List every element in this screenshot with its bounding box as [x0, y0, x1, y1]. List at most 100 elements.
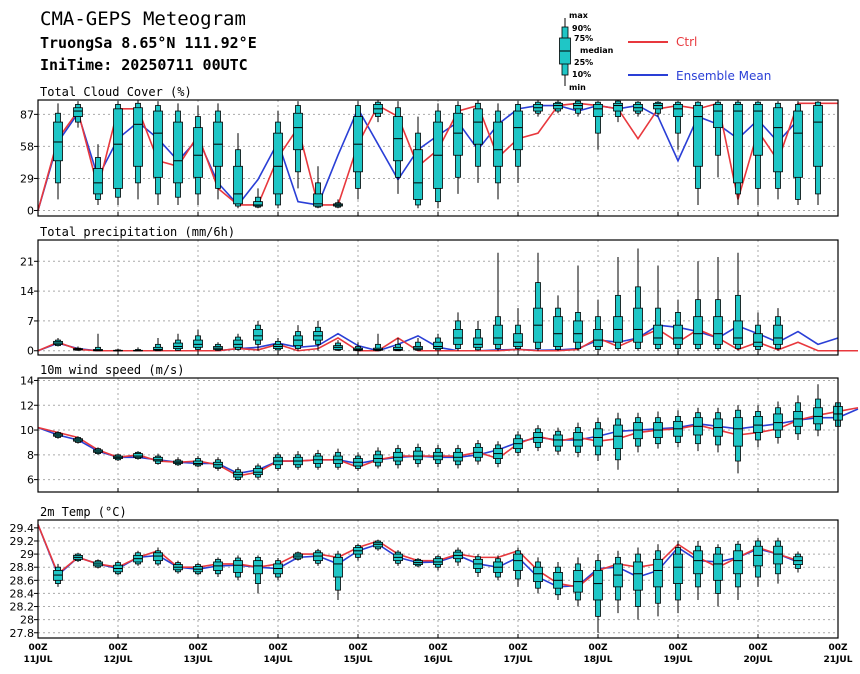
box-plot	[213, 557, 223, 578]
box-iqr	[293, 335, 303, 347]
box-plot	[693, 540, 703, 600]
box-iqr	[473, 337, 483, 348]
box-plot	[373, 100, 383, 123]
box-plot	[773, 308, 783, 351]
box-plot	[93, 447, 103, 455]
x-tick-label: 00Z 11JUL	[24, 643, 53, 665]
box-iqr	[733, 320, 743, 345]
box-plot	[693, 101, 703, 205]
panel-1: Total Cloud Cover (%) 0 29 58 87	[20, 85, 839, 217]
box-plot	[73, 436, 83, 444]
box-iqr	[393, 451, 403, 462]
box-plot	[113, 560, 123, 576]
box-plot	[113, 453, 123, 462]
box-plot	[413, 558, 423, 568]
box-plot	[773, 101, 783, 200]
box-plot	[393, 337, 403, 352]
box-iqr	[193, 460, 203, 466]
box-plot	[753, 101, 763, 205]
box-plot	[793, 395, 803, 440]
box-iqr	[233, 560, 243, 573]
box-plot	[433, 103, 443, 209]
box-iqr	[153, 552, 163, 562]
x-tick-label: 00Z 16JUL	[424, 643, 453, 665]
x-tick-label-date: 12JUL	[104, 655, 133, 665]
box-iqr	[753, 333, 763, 347]
box-plot	[513, 101, 523, 183]
box-iqr	[633, 561, 643, 591]
box-plot	[353, 342, 363, 352]
box-plot	[233, 555, 243, 581]
panel-3: 10m wind speed (m/s) 6 8 10 12 14	[20, 363, 859, 493]
box-iqr	[713, 104, 723, 129]
box-iqr	[253, 329, 263, 341]
box-plot	[313, 548, 323, 566]
box-plot	[353, 543, 363, 561]
box-iqr	[653, 324, 663, 345]
x-tick-label: 00Z 14JUL	[264, 643, 293, 665]
box-plot	[493, 103, 503, 200]
box-plot	[533, 100, 543, 117]
box-iqr	[233, 339, 243, 348]
box-iqr	[613, 102, 623, 112]
legend-box-label: 90%	[572, 24, 591, 33]
box-plot	[653, 265, 663, 351]
box-iqr	[553, 316, 563, 347]
box-plot	[173, 103, 183, 205]
box-plot	[253, 463, 263, 480]
box-plot	[633, 101, 643, 117]
box-plot	[813, 384, 823, 437]
box-iqr	[453, 112, 463, 156]
y-tick-label: 6	[27, 474, 34, 487]
box-iqr	[53, 121, 63, 162]
x-tick-label-time: 00Z	[348, 643, 368, 653]
box-plot	[293, 101, 303, 189]
box-iqr	[773, 545, 783, 565]
box-plot	[253, 188, 263, 209]
legend-mean-label: Ensemble Mean	[676, 69, 771, 83]
box-plot	[573, 422, 583, 458]
box-plot	[373, 447, 383, 469]
box-iqr	[753, 416, 763, 433]
box-plot	[733, 540, 743, 600]
box-plot	[313, 166, 323, 209]
box-plot	[53, 431, 63, 439]
legend-ctrl-label: Ctrl	[676, 35, 697, 49]
legend-box-label: 75%	[574, 34, 593, 43]
box-plot	[553, 427, 563, 455]
box-iqr	[553, 434, 563, 447]
box-iqr	[693, 550, 703, 575]
box-plot	[393, 550, 403, 566]
box-iqr	[313, 552, 323, 562]
box-outer-range	[715, 101, 721, 156]
y-tick-label: 7	[27, 315, 34, 328]
box-plot	[593, 299, 603, 351]
x-tick-label-date: 16JUL	[424, 655, 453, 665]
box-plot	[693, 407, 703, 452]
box-iqr	[493, 324, 503, 345]
box-iqr	[573, 320, 583, 343]
box-plot	[613, 100, 623, 123]
box-plot	[193, 105, 203, 205]
panel-2: Total precipitation (mm/6h) 0 7 14 21	[20, 225, 858, 358]
box-plot	[573, 265, 583, 351]
x-tick-label: 00Z 20JUL	[744, 643, 773, 665]
x-tick-label: 00Z 15JUL	[344, 643, 373, 665]
box-plot	[653, 411, 663, 449]
box-plot	[113, 348, 123, 352]
box-iqr	[653, 558, 663, 588]
box-plot	[193, 562, 203, 576]
box-iqr	[313, 193, 323, 207]
box-plot	[473, 320, 483, 351]
y-tick-label: 0	[27, 345, 34, 358]
box-iqr	[253, 560, 263, 575]
box-plot	[513, 547, 523, 587]
y-tick-label: 28.2	[10, 601, 35, 614]
location-label: TruongSa 8.65°N 111.92°E	[40, 34, 257, 52]
legend-box-label: min	[569, 83, 586, 92]
box-iqr	[333, 556, 343, 578]
box-plot	[133, 451, 143, 460]
box-plot	[753, 537, 763, 587]
box-plot	[713, 544, 723, 607]
box-plot	[433, 333, 443, 351]
